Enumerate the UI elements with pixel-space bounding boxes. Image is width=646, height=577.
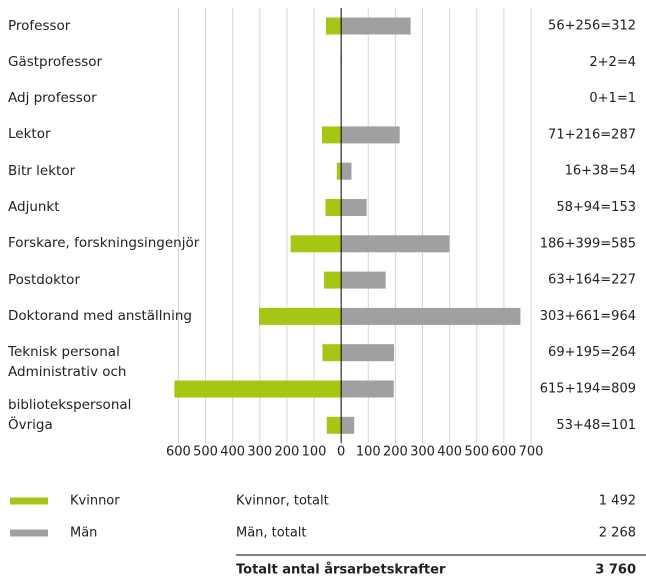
- category-label: Gästprofessor: [8, 53, 103, 70]
- value-label: 53+48=101: [556, 418, 636, 433]
- bar: [326, 416, 342, 434]
- legend-label: Kvinnor: [70, 494, 120, 509]
- category-label: Adjunkt: [8, 199, 60, 215]
- x-tick-label: 200: [274, 445, 299, 460]
- x-tick-label: 600: [491, 445, 516, 460]
- x-tick-label: 500: [464, 445, 489, 460]
- x-tick-label: 300: [247, 445, 272, 460]
- bar: [336, 162, 342, 180]
- bar: [341, 126, 400, 144]
- category-label: Adj professor: [8, 90, 97, 107]
- bar: [321, 126, 342, 144]
- bar: [341, 416, 355, 434]
- total-label: Totalt antal årsarbetskrafter: [236, 563, 446, 577]
- value-label: 63+164=227: [548, 273, 636, 288]
- x-tick-label: 500: [193, 445, 218, 460]
- value-label: 186+399=585: [540, 236, 636, 251]
- bar: [341, 17, 411, 35]
- total-value: 1 492: [599, 494, 636, 509]
- bar: [174, 380, 342, 398]
- bar: [341, 162, 352, 180]
- value-label: 56+256=312: [548, 19, 636, 34]
- total-label: Kvinnor, totalt: [236, 494, 329, 509]
- total-label: Män, totalt: [236, 526, 307, 541]
- value-label: 58+94=153: [556, 200, 636, 215]
- bar: [290, 235, 342, 253]
- value-label: 69+195=264: [548, 345, 636, 360]
- value-label: 71+216=287: [548, 127, 636, 142]
- legend-label: Män: [70, 526, 97, 541]
- value-label: 0+1=1: [589, 91, 636, 106]
- bar: [322, 344, 342, 362]
- bar: [324, 271, 342, 289]
- legend-swatch: [10, 497, 48, 505]
- category-label: Bitr lektor: [8, 162, 76, 179]
- bar: [341, 235, 450, 253]
- total-value: 2 268: [599, 526, 636, 541]
- value-label: 303+661=964: [540, 309, 636, 324]
- category-label: Övriga: [8, 416, 53, 433]
- category-label: Professor: [8, 17, 71, 34]
- value-label: 2+2=4: [589, 55, 636, 70]
- x-tick-label: 100: [302, 445, 327, 460]
- bar: [325, 17, 342, 35]
- legend-swatch: [10, 529, 48, 537]
- x-tick-label: 300: [410, 445, 435, 460]
- bar: [341, 307, 521, 325]
- x-tick-label: 400: [220, 445, 245, 460]
- bar: [341, 380, 394, 398]
- x-tick-label: 100: [356, 445, 381, 460]
- x-tick-label: 0: [337, 445, 345, 460]
- value-label: 615+194=809: [540, 382, 636, 397]
- category-label: Doktorand med anställning: [8, 307, 192, 324]
- x-tick-label: 700: [519, 445, 544, 460]
- x-tick-label: 200: [383, 445, 408, 460]
- bar: [258, 307, 342, 325]
- category-label: Forskare, forskningsingenjör: [8, 235, 200, 252]
- x-tick-label: 400: [437, 445, 462, 460]
- category-label: Teknisk personal: [8, 344, 120, 361]
- category-label: Administrativ och bibliotekspersonal: [8, 364, 132, 413]
- category-label: Lektor: [8, 126, 51, 143]
- bar: [341, 271, 386, 289]
- bar: [341, 199, 367, 216]
- total-value: 3 760: [595, 563, 636, 577]
- bar: [341, 344, 395, 362]
- bar: [325, 199, 342, 216]
- value-label: 16+38=54: [565, 164, 636, 179]
- x-tick-label: 600: [166, 445, 191, 460]
- category-label: Postdoktor: [8, 271, 80, 288]
